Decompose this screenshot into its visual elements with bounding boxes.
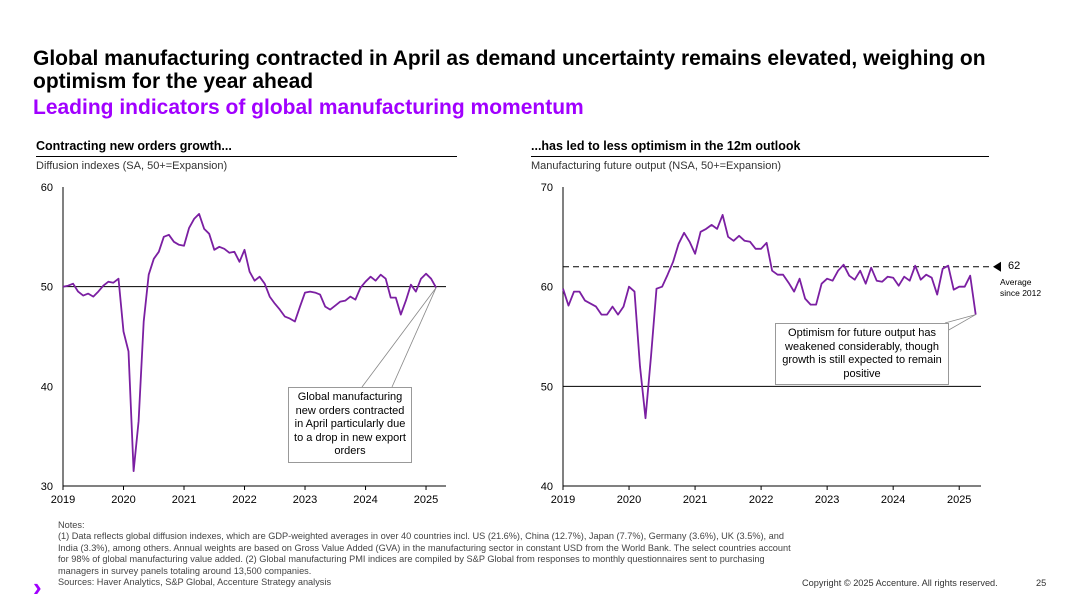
right-ytick-label: 40 — [541, 481, 553, 493]
right-chart-title: ...has led to less optimism in the 12m o… — [531, 139, 989, 157]
notes: Notes: (1) Data reflects global diffusio… — [58, 520, 798, 588]
average-note: Average since 2012 — [1000, 277, 1042, 298]
right-xtick-label: 2021 — [683, 494, 707, 506]
left-xtick-label: 2020 — [111, 494, 135, 506]
left-ytick-label: 50 — [41, 282, 53, 294]
right-series-line — [562, 214, 977, 420]
page-title: Global manufacturing contracted in April… — [33, 47, 986, 93]
left-xtick-label: 2025 — [414, 494, 438, 506]
left-ytick-label: 60 — [41, 182, 53, 194]
right-ytick-label: 60 — [541, 282, 553, 294]
left-xtick-label: 2021 — [172, 494, 196, 506]
notes-heading: Notes: — [58, 520, 85, 530]
left-ytick-label: 30 — [41, 481, 53, 493]
left-series-line — [62, 213, 437, 472]
left-xtick-label: 2024 — [353, 494, 377, 506]
right-xtick-label: 2023 — [815, 494, 839, 506]
page-number: 25 — [1036, 578, 1047, 588]
left-ytick-label: 40 — [41, 381, 53, 393]
left-chart-annotation: Global manufacturing new orders contract… — [288, 387, 412, 463]
left-xtick-label: 2019 — [51, 494, 75, 506]
right-xtick-label: 2022 — [749, 494, 773, 506]
left-chart-title: Contracting new orders growth... — [36, 139, 457, 157]
notes-body: (1) Data reflects global diffusion index… — [58, 531, 791, 576]
left-callout-leader — [391, 287, 437, 388]
right-xtick-label: 2024 — [881, 494, 905, 506]
left-xtick-label: 2023 — [293, 494, 317, 506]
copyright: Copyright © 2025 Accenture. All rights r… — [802, 578, 998, 588]
right-chart-ylabel: Manufacturing future output (NSA, 50+=Ex… — [531, 160, 782, 172]
right-average-marker-icon — [993, 261, 1001, 272]
left-callout-leader — [361, 287, 437, 388]
average-value-label: 62 — [1008, 260, 1021, 272]
right-ytick-label: 70 — [541, 182, 553, 194]
accenture-logo-icon: › — [33, 572, 42, 602]
page-subtitle: Leading indicators of global manufacturi… — [33, 96, 584, 119]
left-chart-ylabel: Diffusion indexes (SA, 50+=Expansion) — [36, 160, 228, 172]
right-callout-leader — [944, 314, 976, 324]
right-xtick-label: 2020 — [617, 494, 641, 506]
right-ytick-label: 50 — [541, 381, 553, 393]
right-xtick-label: 2019 — [551, 494, 575, 506]
right-chart-annotation: Optimism for future output has weakened … — [775, 323, 949, 385]
right-xtick-label: 2025 — [947, 494, 971, 506]
left-xtick-label: 2022 — [232, 494, 256, 506]
sources: Sources: Haver Analytics, S&P Global, Ac… — [58, 577, 332, 588]
